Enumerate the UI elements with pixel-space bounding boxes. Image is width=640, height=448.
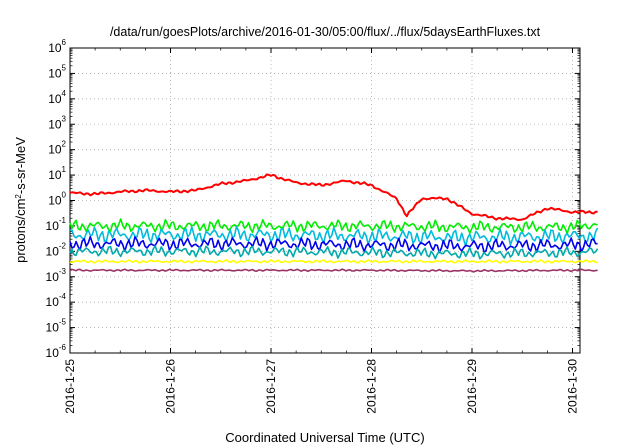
- series-line: [69, 173, 598, 221]
- y-tick-label: 10-6: [46, 343, 67, 360]
- series-line: [69, 268, 598, 273]
- x-tick-label: 2016-1-28: [365, 359, 379, 414]
- series-line: [69, 258, 598, 264]
- chart-title: /data/run/goesPlots/archive/2016-01-30/0…: [110, 25, 541, 39]
- x-axis-label: Coordinated Universal Time (UTC): [225, 430, 424, 445]
- series-line: [69, 225, 599, 247]
- x-tick-label: 2016-1-30: [566, 359, 580, 414]
- y-tick-label: 102: [48, 140, 66, 157]
- series-group: [69, 173, 599, 273]
- y-tick-label: 10-1: [46, 216, 67, 233]
- y-tick-label: 10-5: [46, 318, 67, 335]
- series-line: [69, 218, 598, 235]
- y-tick-label: 100: [48, 191, 66, 208]
- x-axis-ticks: 2016-1-25 2016-1-26 2016-1-27 2016-1-28 2016…: [63, 48, 580, 414]
- y-tick-label: 103: [48, 114, 66, 131]
- x-tick-label: 2016-1-26: [164, 359, 178, 414]
- x-tick-label: 2016-1-29: [465, 359, 479, 414]
- y-tick-label: 105: [48, 63, 66, 80]
- y-tick-label: 10-2: [46, 241, 67, 258]
- y-tick-label: 101: [48, 165, 66, 182]
- y-tick-label: 106: [48, 38, 66, 55]
- series-line: [69, 245, 599, 260]
- y-tick-label: 10-3: [46, 267, 67, 284]
- series-line: [69, 235, 598, 254]
- x-tick-label: 2016-1-27: [264, 359, 278, 414]
- y-tick-label: 10-4: [46, 292, 67, 309]
- x-tick-label: 2016-1-25: [63, 359, 77, 414]
- y-tick-label: 104: [48, 89, 66, 106]
- y-axis-ticks: 10-6 10-5 10-4 10-3 10-2 10-1 100 101 102 103 104 1…: [46, 38, 580, 360]
- y-axis-label: protons/cm2-s-sr-MeV: [13, 137, 28, 263]
- grid: [70, 48, 580, 353]
